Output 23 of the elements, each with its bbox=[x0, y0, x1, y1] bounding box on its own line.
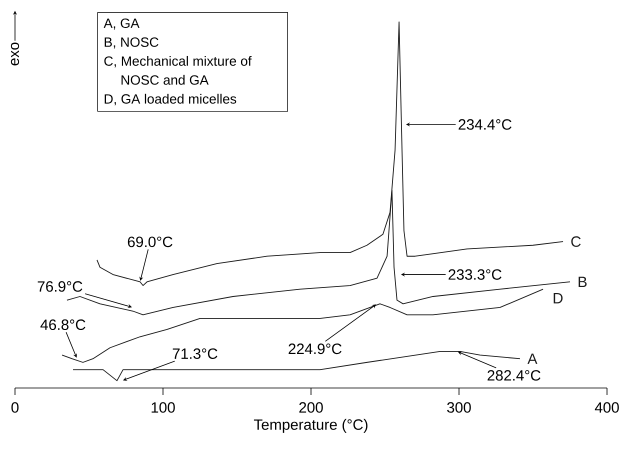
x-tick-label: 100 bbox=[152, 402, 175, 413]
annotation: D, GA loaded micelles bbox=[104, 94, 236, 106]
annotation: 224.9°C bbox=[288, 344, 342, 354]
x-tick-label: 200 bbox=[299, 402, 323, 413]
x-axis-title: Temperature (°C) bbox=[254, 418, 368, 433]
annotation: 282.4°C bbox=[488, 370, 540, 381]
annotation: B, NOSC bbox=[104, 37, 158, 49]
x-tick-label: 400 bbox=[594, 402, 619, 413]
annotation: C, Mechanical mixture of NOSC and GA bbox=[104, 56, 252, 85]
series-label: D bbox=[554, 293, 563, 304]
annotation: 71.3°C bbox=[172, 348, 218, 359]
x-tick-label: 300 bbox=[447, 402, 471, 413]
x-tick-label: 0 bbox=[11, 402, 19, 413]
y-axis-title: exo bbox=[10, 42, 20, 66]
series-label: B bbox=[578, 276, 587, 287]
annotation: 46.8°C bbox=[40, 319, 86, 330]
annotation: 76.9°C bbox=[38, 281, 82, 292]
annotation: 233.3°C bbox=[448, 269, 502, 280]
annotation: A, GA bbox=[104, 18, 140, 30]
series-label: A bbox=[527, 354, 538, 364]
annotation: 234.4°C bbox=[458, 119, 512, 130]
series-label: C bbox=[571, 236, 581, 247]
annotation: 69.0°C bbox=[128, 236, 172, 248]
